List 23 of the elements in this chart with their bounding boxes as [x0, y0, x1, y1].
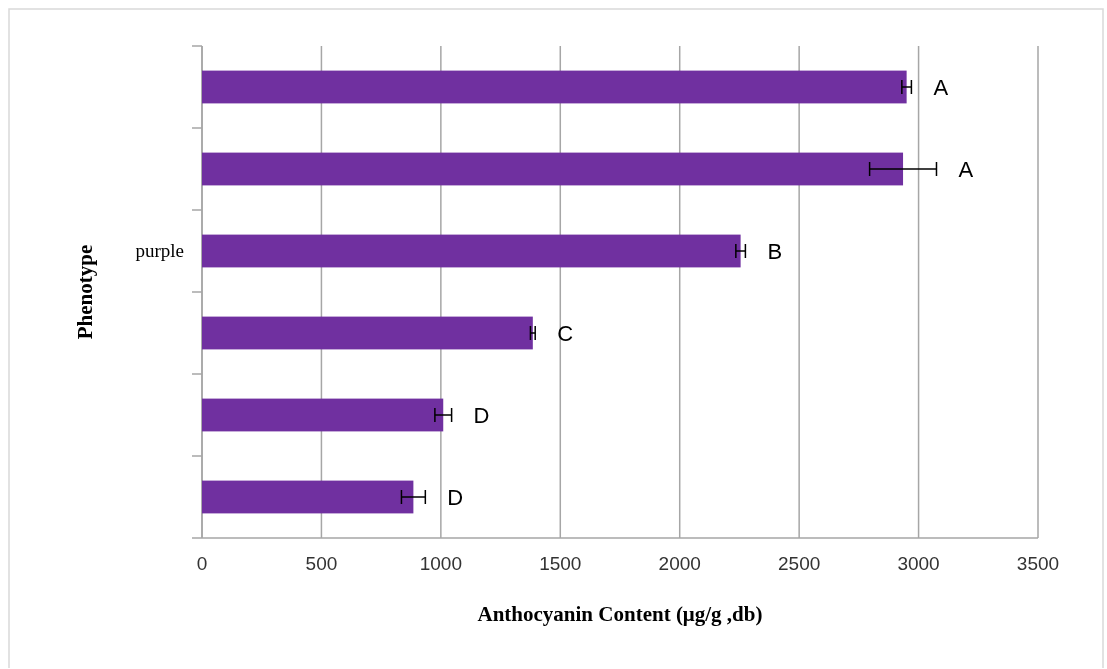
bar — [202, 152, 904, 186]
x-tick-label: 2000 — [658, 553, 701, 574]
x-tick-label: 0 — [196, 553, 208, 574]
x-tick-label: 2500 — [778, 553, 821, 574]
data-label: A — [958, 157, 974, 182]
bar — [202, 316, 533, 350]
bar — [202, 70, 907, 104]
x-axis-title: Anthocyanin Content (μg/g ,db) — [477, 602, 763, 626]
bar — [202, 398, 444, 432]
y-axis-title: Phenotype — [73, 244, 97, 340]
x-tick-label: 3000 — [897, 553, 940, 574]
data-label: C — [557, 321, 574, 346]
x-tick-label: 3500 — [1016, 553, 1060, 574]
data-label: B — [767, 239, 783, 264]
x-tick-label: 1000 — [419, 553, 462, 574]
bar — [202, 480, 414, 514]
bar — [202, 234, 741, 268]
data-label: D — [447, 485, 464, 510]
data-label: D — [473, 403, 490, 428]
data-label: A — [933, 75, 949, 100]
y-tick-label: purple — [135, 240, 184, 261]
x-tick-label: 500 — [305, 553, 338, 574]
x-tick-label: 1500 — [539, 553, 582, 574]
